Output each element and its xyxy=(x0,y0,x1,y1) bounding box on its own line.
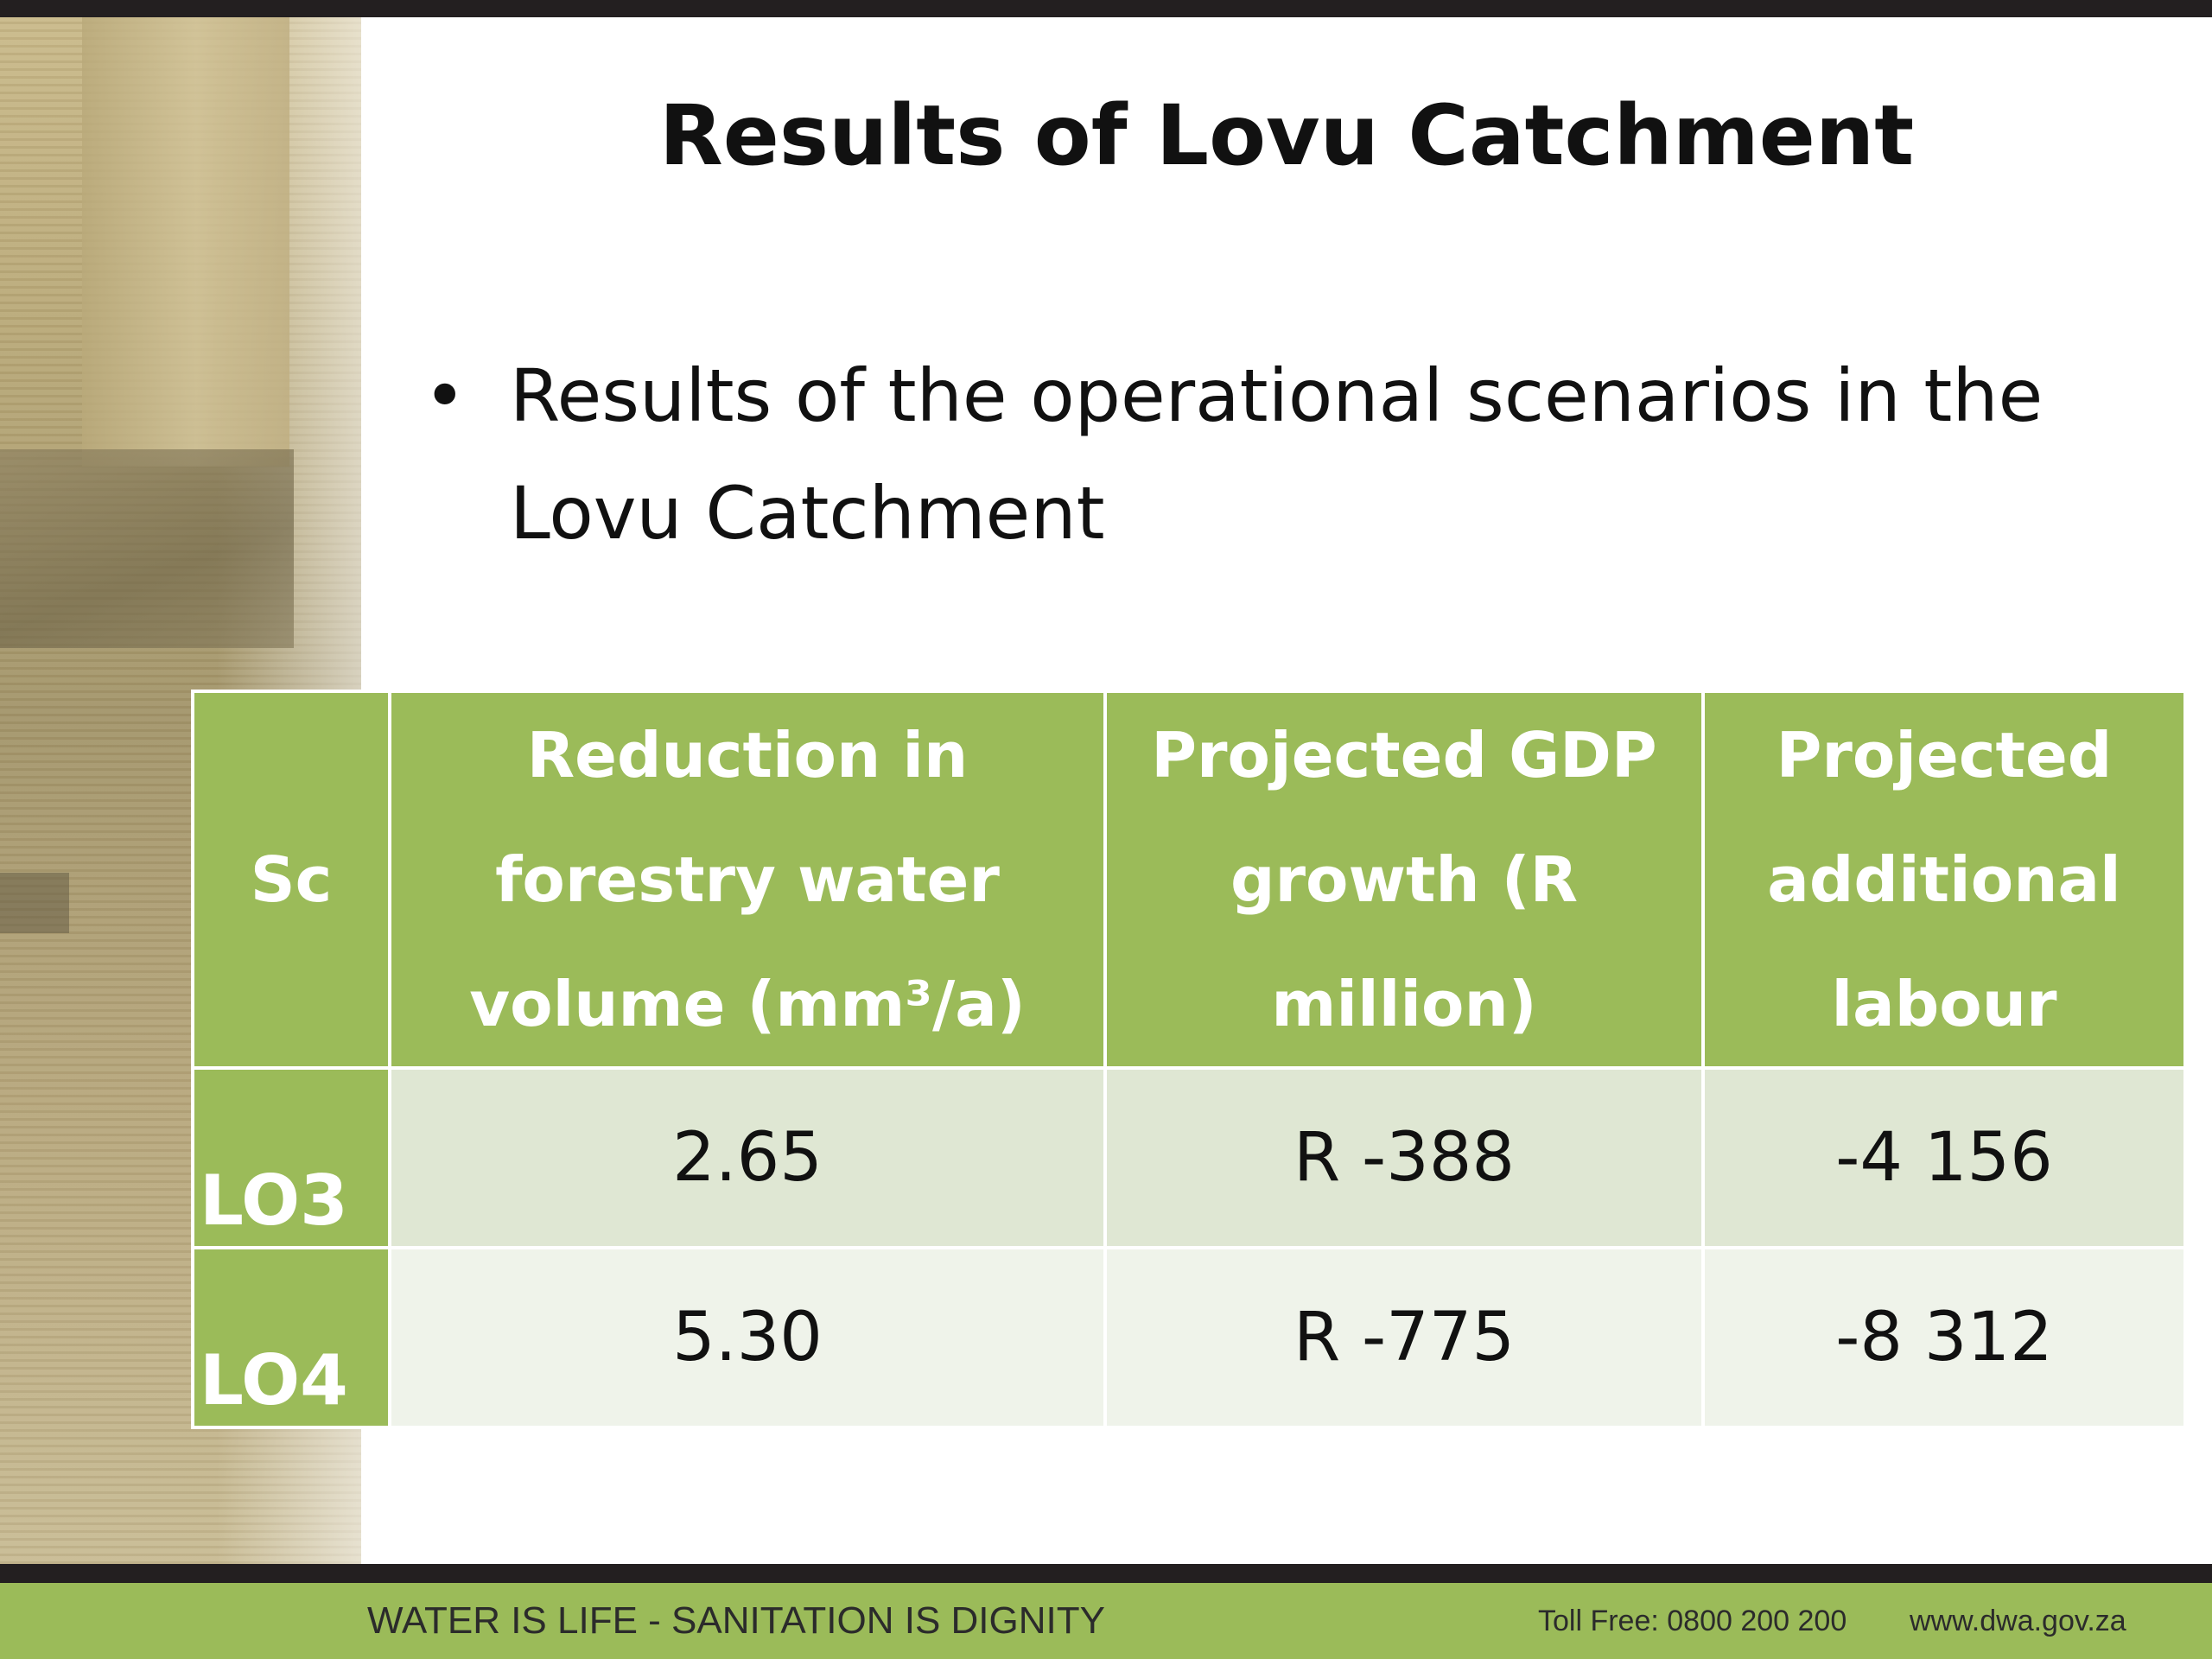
header-scenario: Sc xyxy=(191,690,391,1070)
row-scenario-label: LO3 xyxy=(191,1066,391,1249)
photo-pillar xyxy=(82,17,289,467)
cell-gdp-growth: R -775 xyxy=(1103,1246,1705,1429)
footer-bar: WATER IS LIFE - SANITATION IS DIGNITY To… xyxy=(0,1583,2212,1659)
slide-title: Results of Lovu Catchment xyxy=(658,87,1915,184)
header-additional-labour: Projected additional labour xyxy=(1701,690,2187,1070)
photo-ledge xyxy=(0,873,69,933)
footer-website-link[interactable]: www.dwa.gov.za xyxy=(1910,1605,2126,1637)
table-header-row: Sc Reduction in forestry water volume (m… xyxy=(191,690,2187,1070)
cell-gdp-growth: R -388 xyxy=(1103,1066,1705,1249)
results-table: Sc Reduction in forestry water volume (m… xyxy=(191,690,2187,1429)
header-water-reduction: Reduction in forestry water volume (mm³/… xyxy=(388,690,1107,1070)
bottom-border-bar xyxy=(0,1564,2212,1583)
photo-block xyxy=(0,449,294,648)
top-border-bar xyxy=(0,0,2212,17)
cell-additional-labour: -4 156 xyxy=(1701,1066,2187,1249)
footer-slogan: WATER IS LIFE - SANITATION IS DIGNITY xyxy=(367,1599,1105,1642)
bullet-text: Results of the operational scenarios in … xyxy=(510,353,2044,556)
row-scenario-label: LO4 xyxy=(191,1246,391,1429)
header-gdp-growth: Projected GDP growth (R million) xyxy=(1103,690,1705,1070)
cell-water-reduction: 5.30 xyxy=(388,1246,1107,1429)
bullet-dot-icon: • xyxy=(423,353,467,438)
table-row: LO3 2.65 R -388 -4 156 xyxy=(191,1066,2187,1249)
cell-water-reduction: 2.65 xyxy=(388,1066,1107,1249)
footer-toll-free: Toll Free: 0800 200 200 xyxy=(1538,1605,1847,1637)
table-row: LO4 5.30 R -775 -8 312 xyxy=(191,1246,2187,1429)
cell-additional-labour: -8 312 xyxy=(1701,1246,2187,1429)
